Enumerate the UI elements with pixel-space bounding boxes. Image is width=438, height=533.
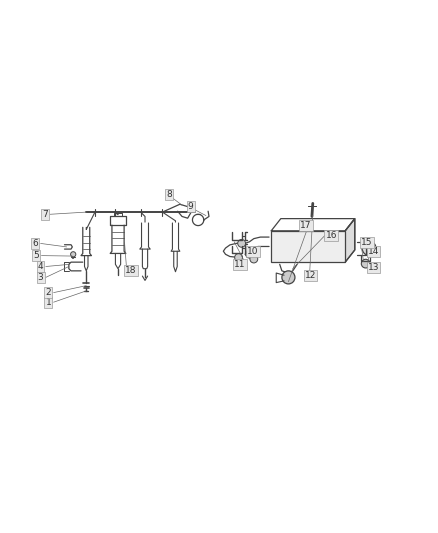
Text: 9: 9 bbox=[188, 202, 194, 211]
Circle shape bbox=[282, 271, 295, 284]
Text: 11: 11 bbox=[234, 260, 246, 269]
Circle shape bbox=[235, 254, 243, 261]
Text: 12: 12 bbox=[305, 271, 316, 280]
Text: 2: 2 bbox=[46, 288, 51, 297]
Text: 10: 10 bbox=[247, 247, 259, 256]
Text: 16: 16 bbox=[325, 231, 337, 240]
Text: 3: 3 bbox=[38, 273, 43, 282]
Text: 18: 18 bbox=[125, 266, 137, 276]
Circle shape bbox=[238, 239, 246, 247]
Text: 7: 7 bbox=[42, 210, 48, 219]
Bar bbox=[271, 231, 345, 262]
Circle shape bbox=[361, 259, 370, 268]
Circle shape bbox=[250, 255, 258, 263]
Text: 5: 5 bbox=[33, 251, 39, 260]
Circle shape bbox=[71, 252, 76, 257]
Text: 1: 1 bbox=[46, 298, 51, 306]
Text: 8: 8 bbox=[166, 190, 172, 199]
Circle shape bbox=[362, 241, 376, 255]
Text: 17: 17 bbox=[300, 221, 312, 230]
Text: 13: 13 bbox=[368, 263, 379, 272]
Text: 14: 14 bbox=[368, 247, 379, 256]
Polygon shape bbox=[345, 219, 355, 262]
Text: 15: 15 bbox=[361, 238, 373, 247]
Text: 6: 6 bbox=[32, 239, 38, 248]
Text: 4: 4 bbox=[38, 262, 43, 271]
